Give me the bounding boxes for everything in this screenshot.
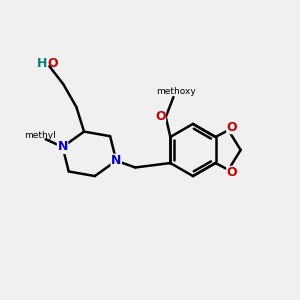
Text: H: H [37, 57, 47, 70]
Text: O: O [227, 121, 237, 134]
Text: N: N [111, 154, 122, 167]
Text: N: N [57, 140, 68, 153]
Text: methyl: methyl [24, 131, 56, 140]
Text: O: O [227, 167, 237, 179]
Text: methoxy: methoxy [157, 87, 196, 96]
Text: O: O [155, 110, 166, 123]
Text: O: O [47, 57, 58, 70]
